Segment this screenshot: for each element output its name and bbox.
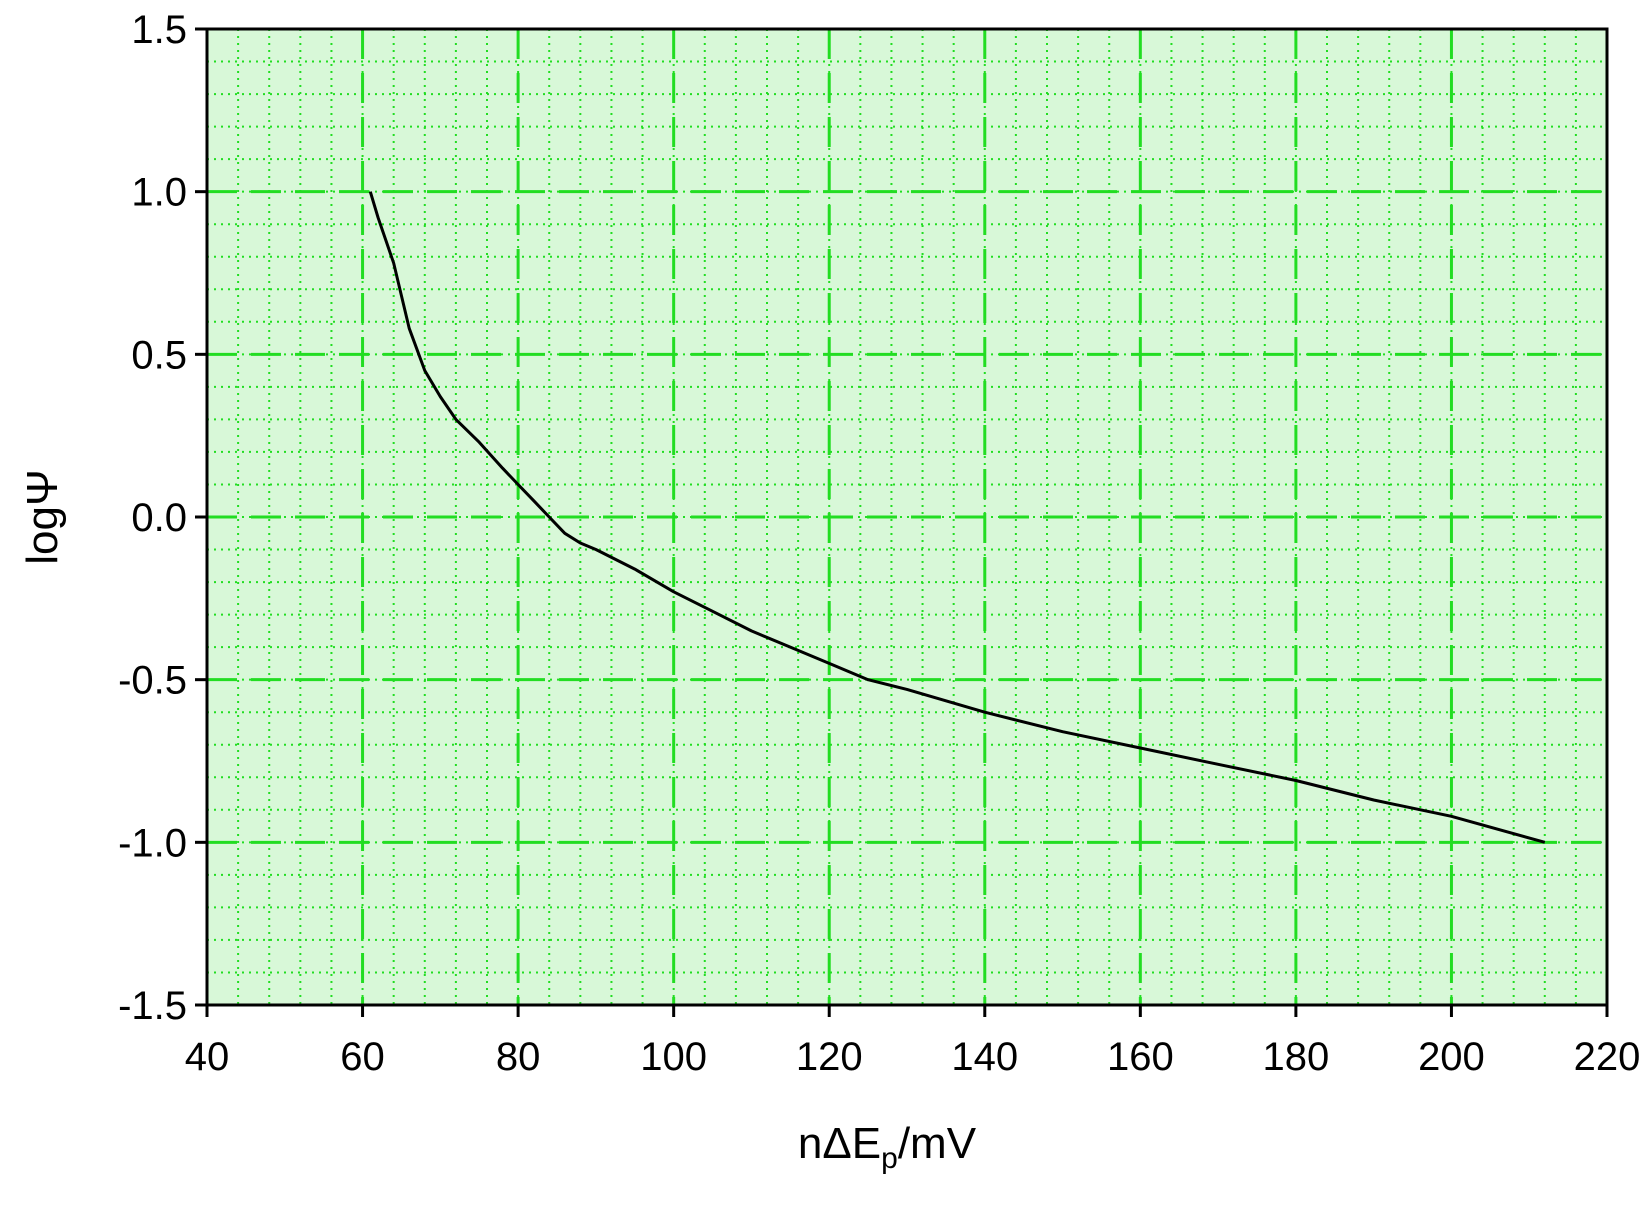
x-tick-label: 220 [1574, 1035, 1641, 1079]
x-tick-label: 140 [951, 1035, 1018, 1079]
series-group [368, 191, 1546, 844]
y-tick-label: 0.0 [131, 496, 187, 540]
y-axis-ticks: 1.5 1.0 0.5 0.0 -0.5 -1.0 -1.5 [118, 8, 207, 1028]
x-tick-label: 40 [185, 1035, 230, 1079]
x-tick-label: 200 [1418, 1035, 1485, 1079]
y-tick-label: 0.5 [131, 333, 187, 377]
y-tick-label: -1.5 [118, 984, 187, 1028]
y-tick-label: 1.0 [131, 171, 187, 215]
x-tick-label: 160 [1107, 1035, 1174, 1079]
x-tick-label: 120 [796, 1035, 863, 1079]
y-tick-label: -1.0 [118, 821, 187, 865]
x-tick-label: 80 [496, 1035, 541, 1079]
x-tick-label: 100 [640, 1035, 707, 1079]
x-axis-label-subscript: p [881, 1142, 898, 1175]
x-axis-label-unit: /mV [898, 1119, 977, 1168]
x-tick-label: 180 [1263, 1035, 1330, 1079]
x-axis-label: nΔEp/mV [798, 1119, 977, 1175]
major-grid [207, 29, 1607, 1005]
y-tick-label: -0.5 [118, 659, 187, 703]
x-axis-label-base: nΔE [798, 1119, 881, 1168]
y-axis-label: logΨ [18, 469, 67, 564]
x-axis-ticks: 40 60 80 100 120 140 160 180 200 220 [185, 1005, 1641, 1079]
series-line-0 [368, 191, 1546, 844]
x-tick-label: 60 [340, 1035, 385, 1079]
y-tick-label: 1.5 [131, 8, 187, 52]
